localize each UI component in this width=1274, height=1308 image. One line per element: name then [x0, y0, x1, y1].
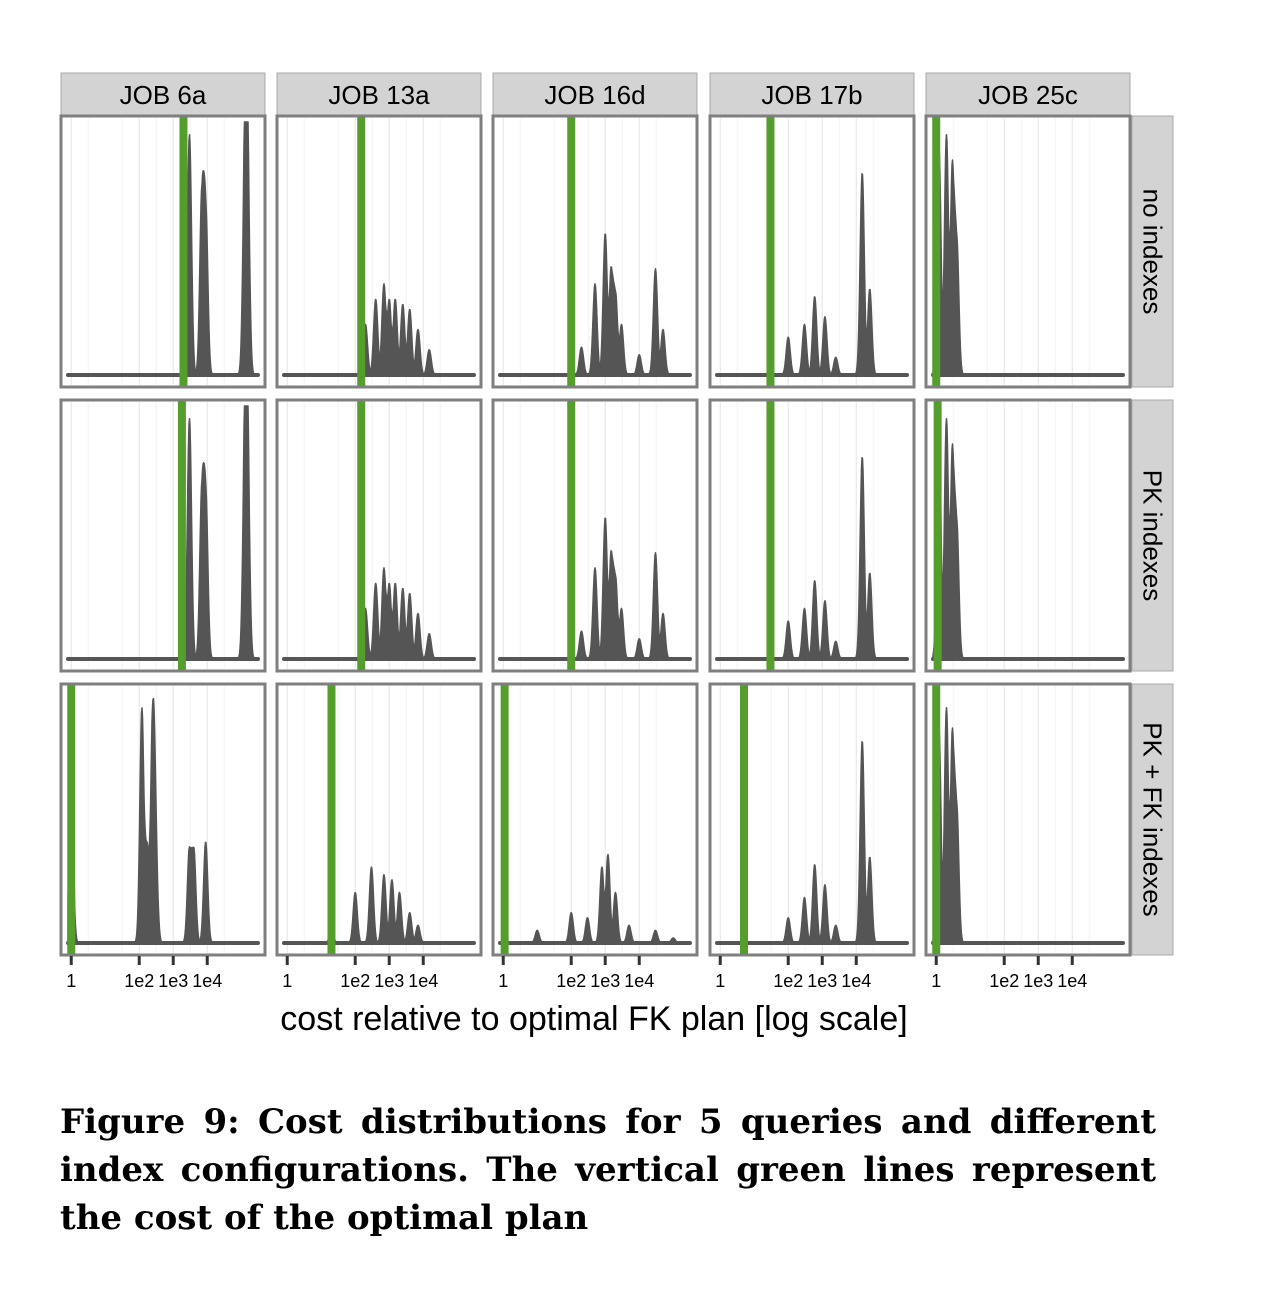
x-tick-label: 1e3 [158, 971, 188, 991]
x-tick-label: 1e3 [1023, 971, 1053, 991]
x-tick-label: 1e2 [989, 971, 1019, 991]
x-tick-label: 1e3 [374, 971, 404, 991]
x-tick-label: 1e4 [624, 971, 654, 991]
column-strip [276, 72, 482, 116]
row-strip [1131, 399, 1174, 672]
x-tick-label: 1e3 [807, 971, 837, 991]
x-tick-label: 1e2 [124, 971, 154, 991]
x-tick-label: 1 [715, 971, 725, 991]
facet-panel [275, 682, 483, 957]
faceted-density-chart: JOB 6a JOB 13a JOB 16d JOB 17b JOB 25c no ind… [59, 72, 1174, 1038]
column-strip [492, 72, 698, 116]
facet-panel [275, 398, 483, 673]
row-strip-label: no indexes [1138, 189, 1168, 315]
column-strip-label: JOB 16d [544, 80, 645, 110]
facet-panel [708, 114, 916, 389]
column-strip-label: JOB 6a [120, 80, 207, 110]
facet-panel [924, 682, 1132, 957]
facet-panel [491, 398, 699, 673]
x-tick-label: 1 [931, 971, 941, 991]
x-tick-label: 1e4 [841, 971, 871, 991]
column-strip-label: JOB 25c [978, 80, 1078, 110]
facet-panel [491, 682, 699, 957]
figure-caption: Figure 9: Cost distributions for 5 queri… [60, 1102, 1156, 1238]
panel-frame [59, 682, 267, 957]
column-strip [60, 72, 266, 116]
x-tick-label: 1e4 [192, 971, 222, 991]
row-strip-label: PK indexes [1138, 470, 1168, 602]
column-strip-label: JOB 17b [761, 80, 862, 110]
panel-frame [491, 682, 699, 957]
panel-frame [59, 398, 267, 673]
x-tick-label: 1e4 [408, 971, 438, 991]
panel-frame [275, 682, 483, 957]
x-tick-label: 1 [498, 971, 508, 991]
facet-panel [708, 682, 916, 957]
x-tick-label: 1e2 [556, 971, 586, 991]
row-strip [1131, 683, 1174, 956]
facet-panel [275, 114, 483, 389]
row-strip-label: PK + FK indexes [1138, 722, 1168, 916]
facet-panel [59, 398, 267, 673]
facet-panel [59, 682, 267, 957]
row-strip [1131, 115, 1174, 388]
facet-panel [59, 114, 267, 389]
x-tick-label: 1e4 [1057, 971, 1087, 991]
facet-panel [924, 114, 1132, 389]
column-strip [709, 72, 915, 116]
x-tick-label: 1e2 [773, 971, 803, 991]
x-axis-label: cost relative to optimal FK plan [log sc… [280, 1000, 907, 1038]
facet-panel [924, 398, 1132, 673]
x-tick-label: 1e3 [590, 971, 620, 991]
x-tick-label: 1 [282, 971, 292, 991]
x-tick-label: 1 [66, 971, 76, 991]
facet-panel [491, 114, 699, 389]
facet-panel [708, 398, 916, 673]
panel-frame [59, 114, 267, 389]
x-tick-label: 1e2 [340, 971, 370, 991]
column-strip-label: JOB 13a [328, 80, 430, 110]
